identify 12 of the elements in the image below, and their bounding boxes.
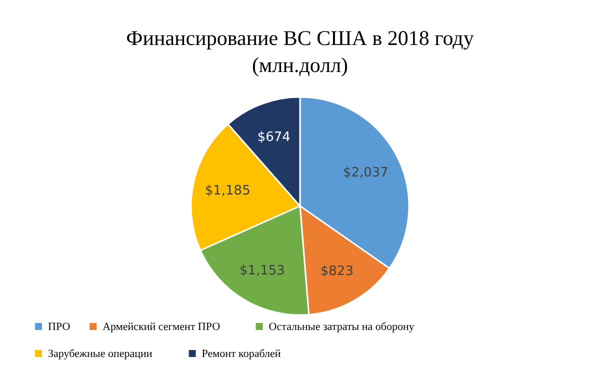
data-label: $823 <box>320 264 354 279</box>
data-label: $1,185 <box>204 184 250 199</box>
legend-label: Зарубежные операции <box>48 348 152 360</box>
data-label: $674 <box>257 130 290 146</box>
data-label: $2,037 <box>342 165 388 180</box>
legend-label: Армейский сегмент ПРО <box>102 321 220 333</box>
chart-subtitle: (млн.долл) <box>252 53 348 77</box>
chart-title: Финансирование ВС США в 2018 году <box>126 26 474 50</box>
legend-label: ПРО <box>48 321 70 333</box>
legend-label: Остальные затраты на оборону <box>268 321 415 333</box>
data-label: $1,153 <box>239 263 285 278</box>
legend-label: Ремонт кораблей <box>202 348 281 360</box>
